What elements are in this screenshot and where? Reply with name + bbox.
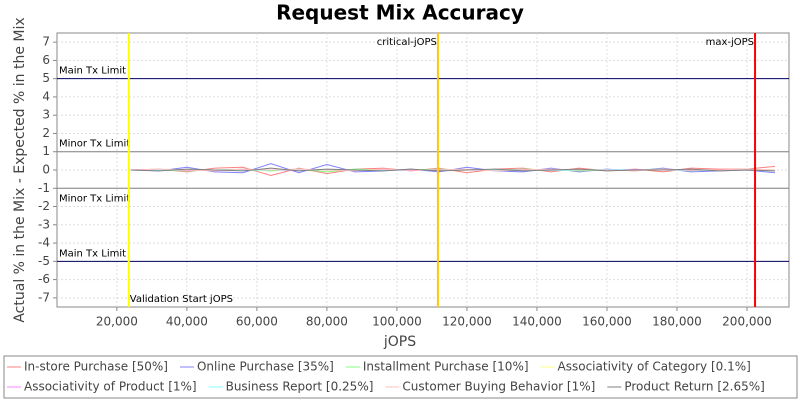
y-tick-label: 1 [42,144,50,158]
x-tick-label: 200,000 [722,315,772,329]
legend-label: Associativity of Category [0.1%] [558,360,751,374]
series-line [130,168,776,172]
marker-label: critical-jOPS [377,37,437,48]
y-tick-label: -5 [38,254,50,268]
limit-label: Minor Tx Limit [59,139,130,150]
legend-label: Associativity of Product [1%] [24,380,197,394]
legend-label: In-store Purchase [50%] [24,360,168,374]
legend-label: Online Purchase [35%] [197,360,334,374]
y-tick-label: 5 [42,71,50,85]
y-tick-label: 6 [42,53,50,67]
x-tick-label: 140,000 [512,315,562,329]
x-axis-title: jOPS [383,334,416,350]
x-tick-label: 120,000 [442,315,492,329]
x-tick-label: 100,000 [372,315,422,329]
y-tick-label: -1 [38,181,50,195]
y-tick-label: -4 [38,236,50,250]
legend-box [3,355,798,399]
legend-label: Installment Purchase [10%] [363,360,529,374]
legend-label: Customer Buying Behavior [1%] [402,380,595,394]
y-tick-label: 2 [42,126,50,140]
limit-label: Minor Tx Limit [59,193,130,204]
x-tick-label: 20,000 [96,315,138,329]
y-tick-label: 3 [42,108,50,122]
y-tick-label: -2 [38,199,50,213]
x-tick-label: 80,000 [306,315,348,329]
limit-label: Main Tx Limit [59,248,126,259]
series-line [130,167,776,172]
legend-label: Product Return [2.65%] [624,380,765,394]
marker-label: Validation Start jOPS [130,294,233,305]
x-tick-label: 60,000 [236,315,278,329]
limit-label: Main Tx Limit [59,66,126,77]
chart-title: Request Mix Accuracy [276,1,524,25]
y-tick-label: -7 [38,290,50,304]
x-tick-label: 160,000 [582,315,632,329]
y-tick-label: 0 [42,163,50,177]
y-tick-label: -6 [38,272,50,286]
legend-label: Business Report [0.25%] [226,380,374,394]
x-tick-label: 40,000 [166,315,208,329]
y-tick-label: 7 [42,35,50,49]
marker-label: max-jOPS [706,37,754,48]
y-axis-title: Actual % in the Mix - Expected % in the … [12,17,28,322]
x-tick-label: 180,000 [652,315,702,329]
y-tick-label: -3 [38,217,50,231]
y-tick-label: 4 [42,89,50,103]
